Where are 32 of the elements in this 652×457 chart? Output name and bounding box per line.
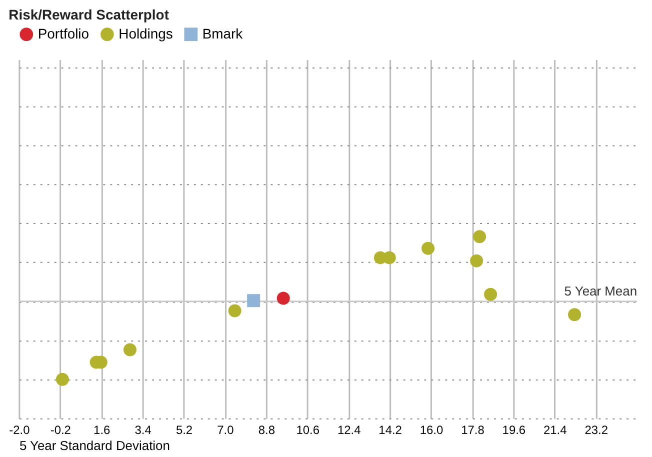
point — [276, 292, 290, 305]
chart-title: Risk/Reward Scatterplot — [8, 6, 170, 23]
x-tick-label: 17.8 — [461, 422, 485, 437]
legend-label: Bmark — [202, 25, 243, 42]
point — [123, 343, 136, 356]
x-tick-label: 10.6 — [296, 422, 320, 437]
x-axis-title: 5 Year Standard Deviation — [19, 438, 170, 453]
x-tick-label: 7.0 — [217, 422, 234, 437]
point — [568, 308, 582, 322]
x-tick-label: -0.2 — [50, 422, 72, 437]
x-tick-label: 23.2 — [584, 422, 608, 437]
x-tick-label: 5.2 — [176, 422, 193, 437]
point — [473, 230, 486, 244]
legend-label: Portfolio — [38, 25, 90, 42]
x-tick-label: 12.4 — [337, 422, 362, 437]
point — [382, 251, 396, 264]
point — [228, 304, 242, 318]
x-tick-label: 14.2 — [378, 422, 402, 437]
x-tick-label: 3.4 — [134, 422, 152, 437]
x-tick-label: 8.8 — [258, 422, 276, 437]
point — [56, 372, 69, 386]
point — [247, 294, 260, 308]
x-tick-label: -2.0 — [9, 422, 30, 437]
point — [422, 242, 435, 255]
x-tick-label: 19.6 — [502, 422, 526, 437]
point — [470, 254, 484, 268]
x-tick-label: 16.0 — [420, 422, 444, 437]
ref-line-label: 5 Year Mean — [564, 283, 638, 298]
legend-label: Holdings — [118, 25, 173, 42]
x-tick-label: 1.6 — [94, 422, 111, 437]
point — [484, 288, 498, 301]
x-tick-label: 21.4 — [544, 422, 568, 437]
